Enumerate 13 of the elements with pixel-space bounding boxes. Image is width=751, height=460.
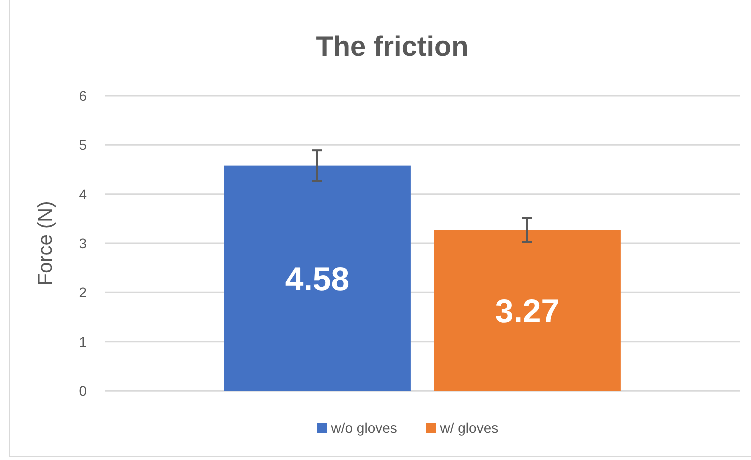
y-tick-label: 6	[79, 88, 88, 104]
chart-title: The friction	[316, 31, 469, 62]
y-tick-label: 5	[79, 137, 88, 154]
data-label: 4.58	[285, 260, 350, 298]
y-tick-label: 3	[79, 236, 88, 252]
legend-label: w/o gloves	[330, 420, 398, 436]
y-axis-title: Force (N)	[35, 201, 57, 286]
y-tick-label: 1	[79, 334, 88, 350]
data-label: 3.27	[495, 292, 560, 330]
y-tick-label: 4	[79, 186, 88, 202]
y-tick-label: 0	[79, 383, 88, 399]
y-tick-label: 2	[79, 284, 88, 301]
legend-label: w/ gloves	[439, 420, 499, 436]
